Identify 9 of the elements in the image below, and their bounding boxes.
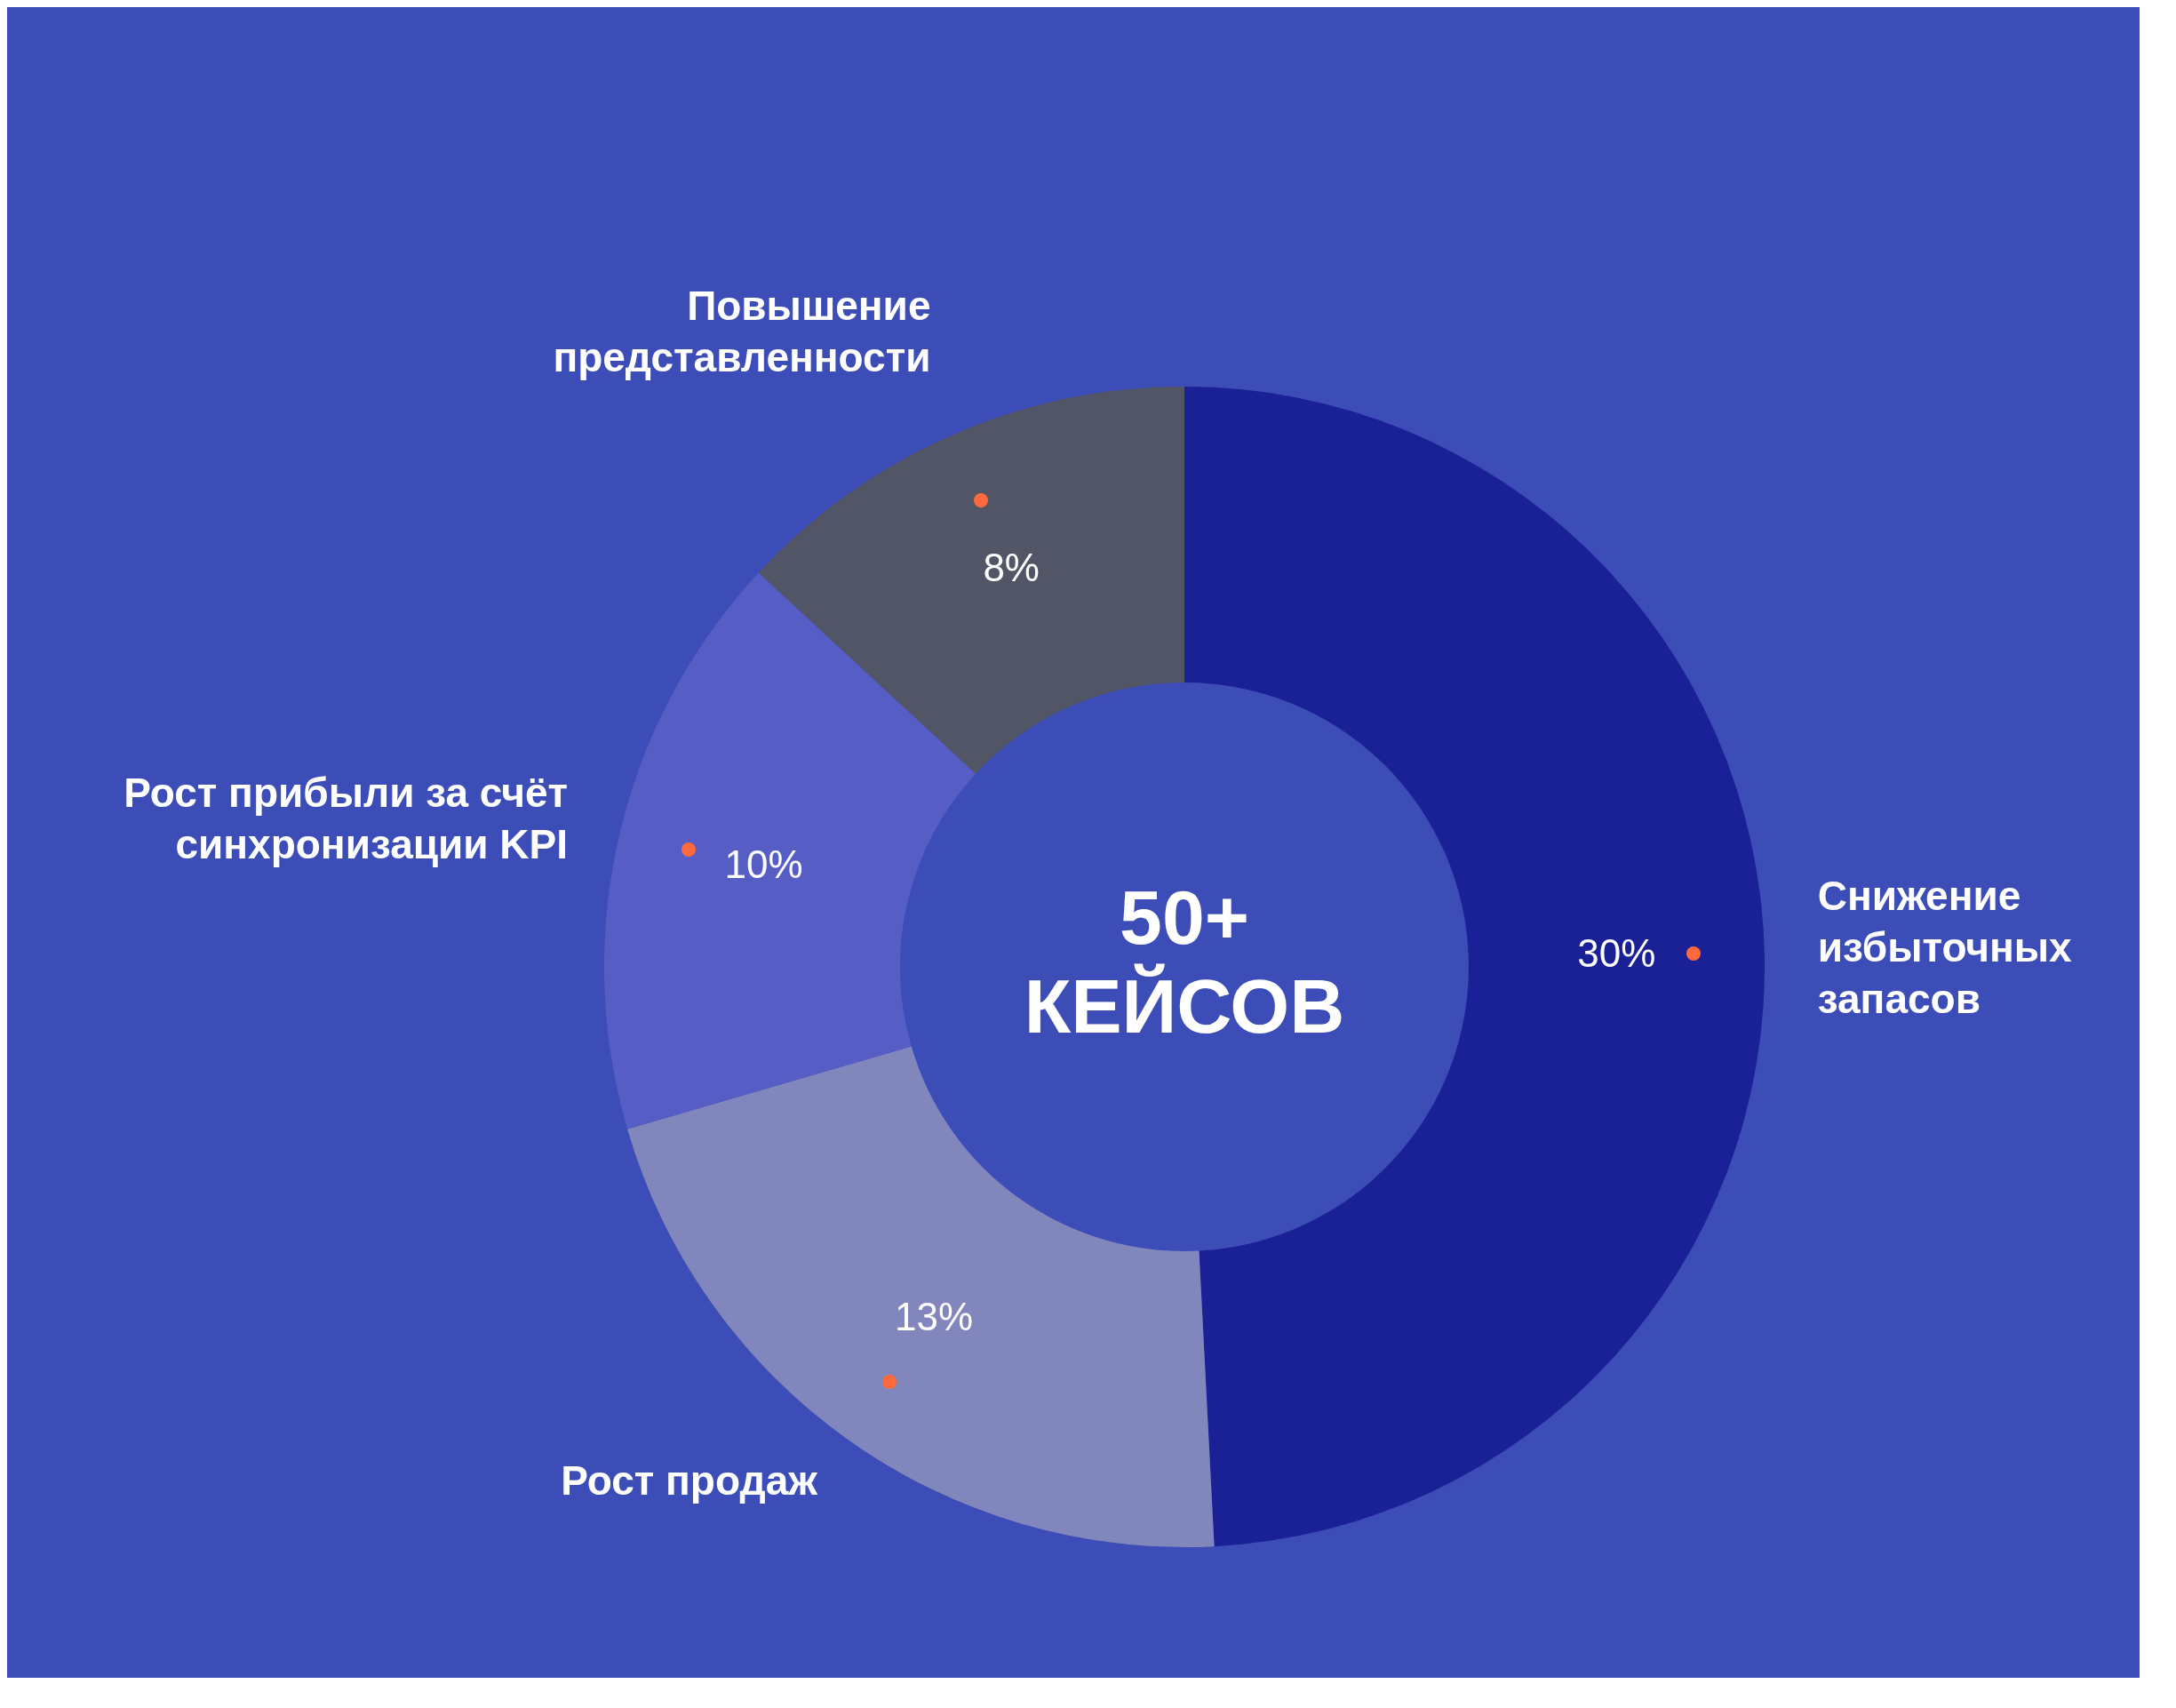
- slice-label: Рост продаж: [561, 1457, 818, 1504]
- data-label: 10%: [724, 842, 803, 887]
- text: 50+ КЕЙСОВ: [1024, 874, 1345, 1049]
- data-label: 8%: [983, 546, 1040, 590]
- slice-label: Снижение избыточных запасов: [1817, 873, 2073, 1023]
- slice-label: Повышение представленности: [553, 283, 931, 381]
- data-label: 30%: [1577, 930, 1656, 975]
- data-label: 13%: [895, 1294, 974, 1338]
- slice-label: Рост прибыли за счёт синхронизации KPI: [124, 769, 569, 867]
